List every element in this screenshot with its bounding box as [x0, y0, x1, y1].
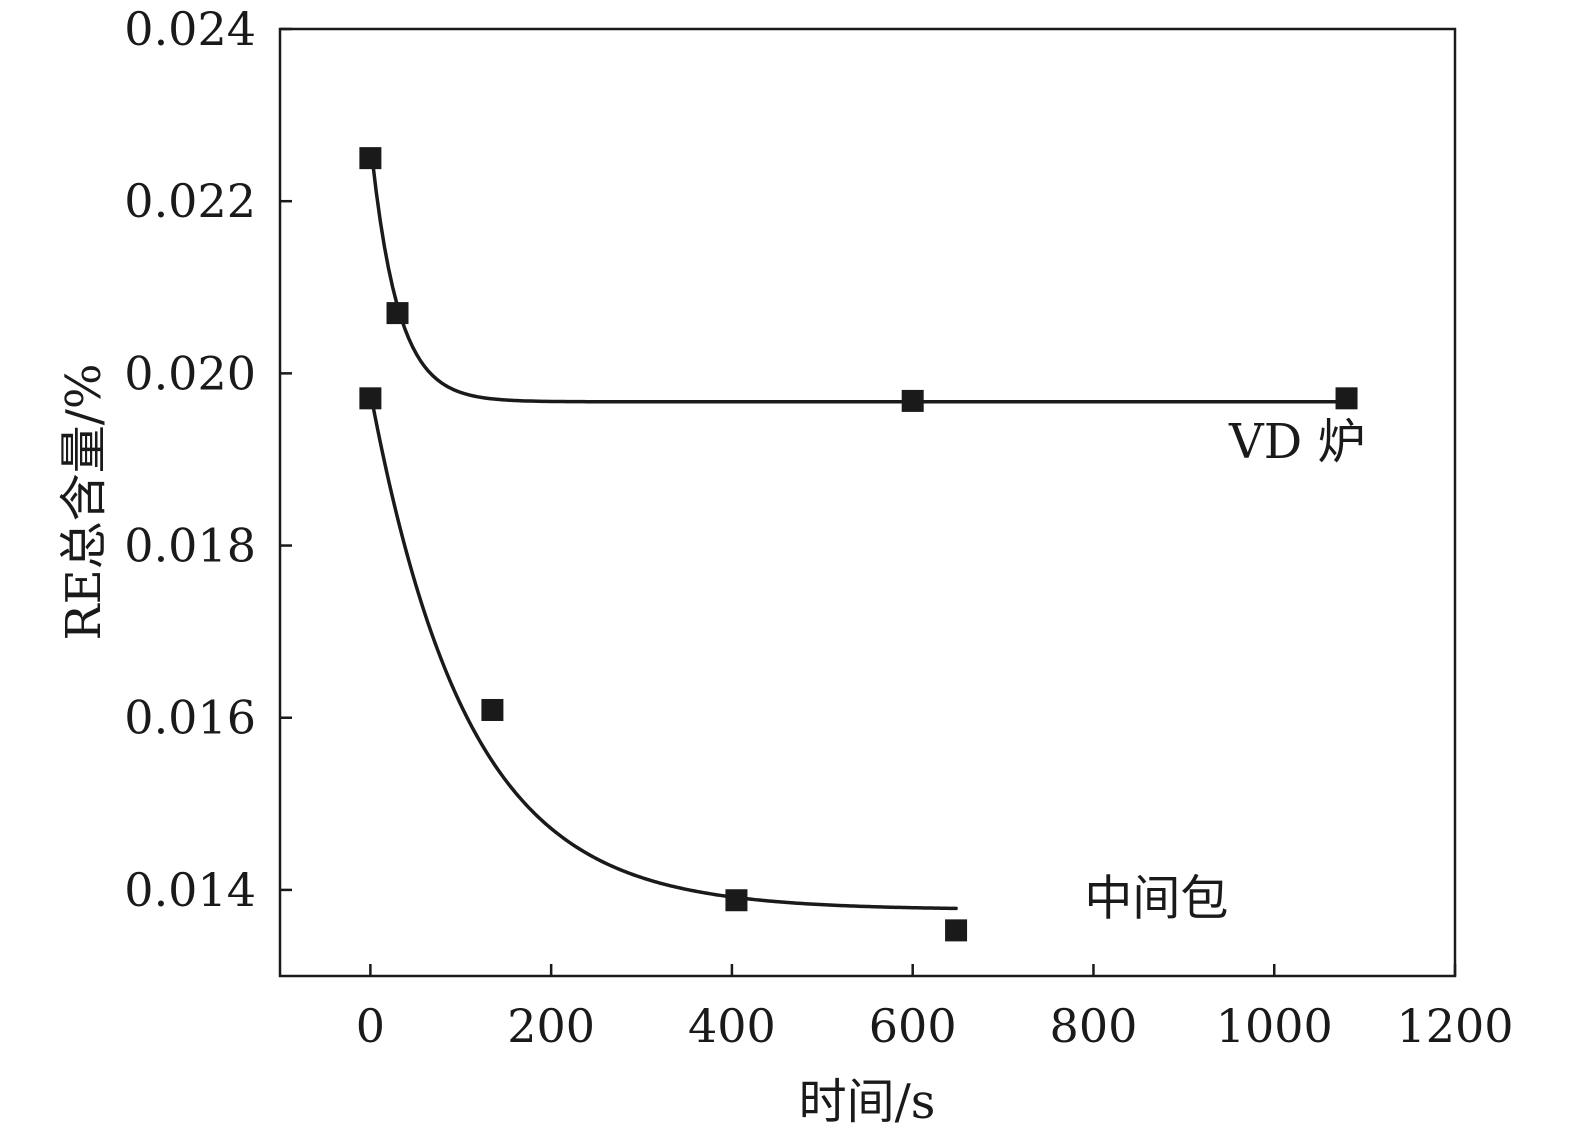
y-tick-label: 0.022 [124, 174, 256, 228]
data-point-marker [901, 389, 924, 412]
x-tick-label: 800 [1050, 999, 1138, 1053]
x-tick-label: 400 [688, 999, 776, 1053]
x-tick-label: 1000 [1216, 999, 1333, 1053]
plot-frame [278, 27, 1457, 978]
data-markers [359, 147, 1358, 942]
y-tick-label: 0.018 [124, 519, 256, 573]
y-axis-title: RE总含量/% [56, 364, 112, 641]
y-tick-label: 0.016 [124, 691, 256, 745]
data-point-marker [359, 387, 382, 410]
data-point-marker [481, 698, 504, 721]
fit-curve-1 [370, 400, 958, 911]
data-point-marker [386, 302, 409, 325]
fit-curve-0 [370, 156, 1349, 404]
x-axis: 0 200 400 600 800 1000 1200 [356, 964, 1514, 1053]
data-point-marker [945, 919, 968, 942]
y-tick-label: 0.014 [124, 863, 256, 917]
series-label-1: 中间包 [1084, 871, 1228, 927]
x-axis-title: 时间/s [799, 1074, 936, 1130]
x-tick-label: 1200 [1396, 999, 1513, 1053]
data-point-marker [359, 147, 382, 170]
data-point-marker [1335, 387, 1358, 410]
plot-border [278, 27, 1457, 978]
series-label-0: VD 炉 [1228, 414, 1365, 470]
y-axis: 0.014 0.016 0.018 0.020 0.022 0.024 [124, 2, 292, 917]
x-tick-label: 600 [869, 999, 957, 1053]
fit-curves [370, 156, 1349, 911]
x-tick-label: 200 [507, 999, 595, 1053]
x-tick-label: 0 [356, 999, 385, 1053]
y-tick-label: 0.024 [124, 2, 256, 56]
y-tick-label: 0.020 [124, 346, 256, 400]
data-point-marker [725, 889, 748, 912]
